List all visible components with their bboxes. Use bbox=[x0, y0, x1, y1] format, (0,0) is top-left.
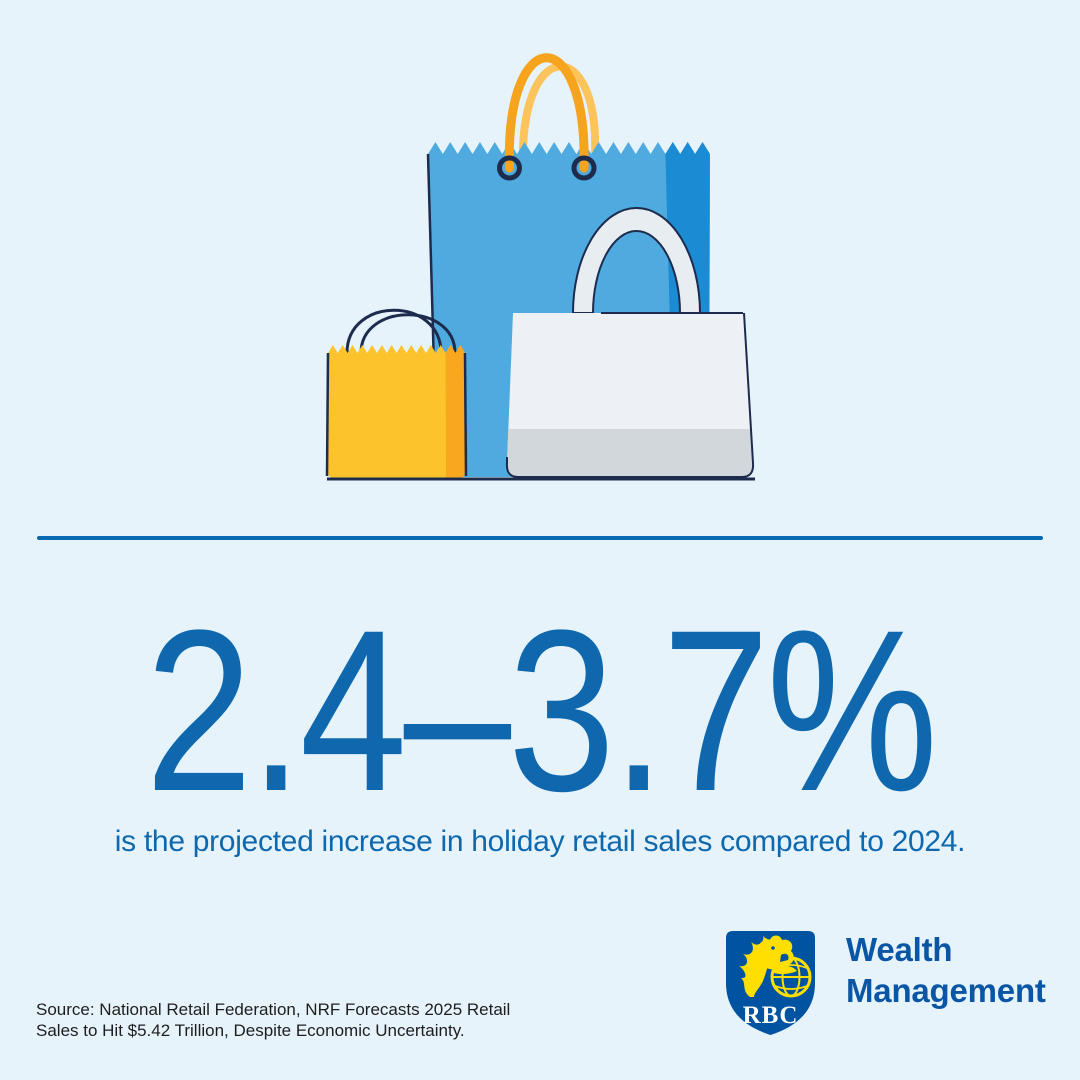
yellow-bag-handles bbox=[345, 308, 457, 354]
brand-wordmark-line1: Wealth bbox=[846, 931, 953, 968]
yellow-bag bbox=[325, 345, 468, 478]
shopping-bags-illustration bbox=[325, 53, 755, 481]
stat-value: 2.4–3.7% bbox=[145, 582, 938, 839]
brand-block: RBC Wealth Management bbox=[726, 931, 1046, 1041]
source-note: Source: National Retail Federation, NRF … bbox=[36, 999, 510, 1041]
blue-bag-front-rope bbox=[504, 53, 589, 173]
rbc-logo-text: RBC bbox=[743, 1002, 799, 1029]
brand-wordmark: Wealth Management bbox=[846, 929, 1046, 1011]
stat-description: is the projected increase in holiday ret… bbox=[114, 825, 966, 858]
white-handbag bbox=[505, 207, 755, 478]
divider-rule bbox=[37, 536, 1043, 540]
brand-wordmark-line2: Management bbox=[846, 972, 1046, 1009]
source-note-line2: Sales to Hit $5.42 Trillion, Despite Eco… bbox=[36, 1021, 465, 1040]
source-note-line1: Source: National Retail Federation, NRF … bbox=[36, 1000, 511, 1019]
lion-icon bbox=[739, 935, 797, 997]
rbc-shield-logo-icon: RBC bbox=[726, 931, 815, 1035]
blue-bag-grommet-right bbox=[571, 155, 597, 181]
blue-bag-grommet-left bbox=[497, 155, 522, 181]
